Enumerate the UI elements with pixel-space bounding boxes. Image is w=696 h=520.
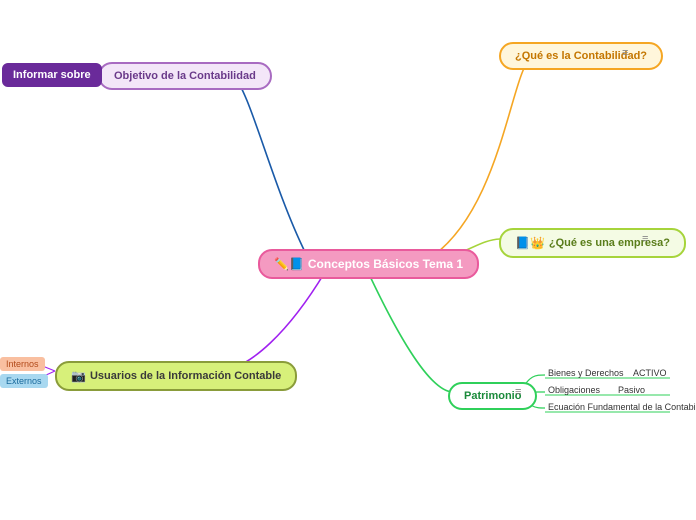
empresa-label: ¿Qué es una empresa?: [549, 237, 670, 249]
patrimonio-child-row[interactable]: Bienes y Derechos ACTIVO: [548, 368, 670, 378]
center-node[interactable]: ✏️📘 Conceptos Básicos Tema 1: [258, 249, 479, 279]
node-patrimonio[interactable]: Patrimonio: [448, 382, 537, 410]
patrimonio-child-right: ACTIVO: [633, 368, 667, 378]
badge-internos[interactable]: Internos: [0, 357, 45, 371]
badge-internos-label: Internos: [6, 359, 39, 369]
usuarios-label: Usuarios de la Información Contable: [90, 370, 281, 382]
handle-icon[interactable]: ≡: [622, 48, 628, 59]
patrimonio-child-row[interactable]: Obligaciones Pasivo: [548, 385, 670, 395]
node-objetivo[interactable]: Objetivo de la Contabilidad: [98, 62, 272, 90]
node-que-es-contabilidad[interactable]: ¿Qué es la Contabilidad?: [499, 42, 663, 70]
book-crown-icon: 📘👑: [515, 236, 545, 250]
badge-externos[interactable]: Externos: [0, 374, 48, 388]
patrimonio-child-right: Pasivo: [618, 385, 645, 395]
patrimonio-child-row[interactable]: Ecuación Fundamental de la Contabilidad: [548, 402, 696, 412]
patrimonio-child-left: Obligaciones: [548, 385, 600, 395]
objetivo-label: Objetivo de la Contabilidad: [114, 70, 256, 82]
node-que-es-empresa[interactable]: 📘👑 ¿Qué es una empresa?: [499, 228, 686, 258]
handle-icon[interactable]: ≡: [642, 234, 648, 245]
patrimonio-label: Patrimonio: [464, 390, 521, 402]
informar-label: Informar sobre: [13, 69, 91, 81]
node-informar-sobre[interactable]: Informar sobre: [2, 63, 102, 87]
center-label: Conceptos Básicos Tema 1: [308, 257, 463, 271]
handle-icon[interactable]: ≡: [515, 387, 521, 398]
patrimonio-child-full: Ecuación Fundamental de la Contabilidad: [548, 402, 696, 412]
camera-icon: 📷: [71, 369, 86, 383]
badge-externos-label: Externos: [6, 376, 42, 386]
patrimonio-child-left: Bienes y Derechos: [548, 368, 624, 378]
pencil-book-icon: ✏️📘: [274, 257, 304, 271]
node-usuarios[interactable]: 📷 Usuarios de la Información Contable: [55, 361, 297, 391]
